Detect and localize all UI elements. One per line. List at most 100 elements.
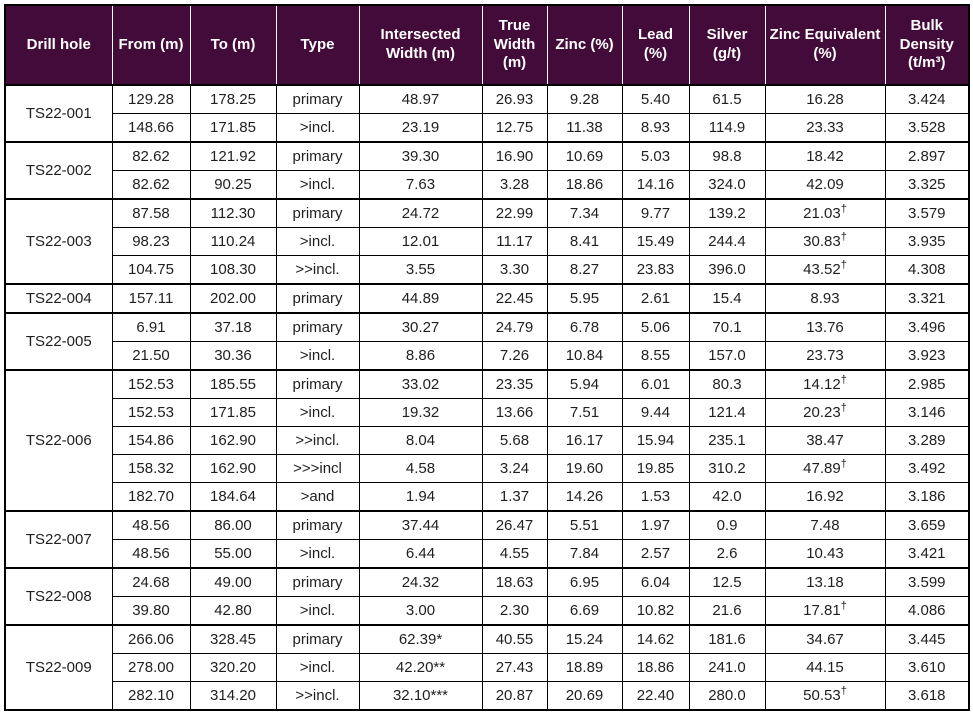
cell-zinc_equivalent: 13.18 [764, 567, 886, 597]
zinc-equivalent-value: 23.73 [806, 347, 844, 364]
cell-zinc_equivalent: 8.93 [764, 283, 886, 314]
cell-true_width: 4.55 [481, 539, 548, 569]
cell-intersected_width: 3.55 [358, 255, 483, 285]
cell-silver: 396.0 [688, 255, 766, 285]
cell-from: 157.11 [111, 283, 191, 314]
cell-lead: 9.44 [621, 398, 690, 427]
column-header-8: Silver (g/t) [688, 4, 766, 86]
table-row: TS22-009 266.06 328.45 primary 62.39* 40.55 15… [4, 624, 970, 711]
table-header: Drill hole From (m) To (m) Type Intersected … [4, 4, 970, 86]
cell-type: >incl. [275, 227, 360, 256]
cell-zinc_equivalent: 17.81† [764, 596, 886, 626]
cell-from: 82.62 [111, 170, 191, 200]
cell-intersected_width: 44.89 [358, 283, 483, 314]
cell-intersected_width: 7.63 [358, 170, 483, 200]
table-row: 98.23 110.24 >incl. 12.01 11.17 8.41 15.49 244.… [5, 227, 970, 256]
drill-results-table: Drill hole From (m) To (m) Type Intersected … [4, 4, 970, 711]
dagger-note: † [840, 203, 847, 215]
cell-type: >and [275, 482, 360, 512]
zinc-equivalent-value: 10.43 [806, 545, 844, 562]
zinc-equivalent-value: 13.76 [806, 319, 844, 336]
cell-to: 42.80 [189, 596, 277, 626]
cell-to: 110.24 [189, 227, 277, 256]
cell-true_width: 40.55 [481, 624, 548, 654]
cell-lead: 15.49 [621, 227, 690, 256]
cell-type: primary [275, 198, 360, 228]
cell-zinc: 6.95 [546, 567, 623, 597]
cell-to: 171.85 [189, 398, 277, 427]
cell-from: 152.53 [111, 369, 191, 399]
cell-true_width: 13.66 [481, 398, 548, 427]
cell-true_width: 27.43 [481, 653, 548, 682]
cell-true_width: 26.93 [481, 84, 548, 114]
dagger-note: † [840, 374, 847, 386]
cell-type: primary [275, 510, 360, 540]
cell-true_width: 22.45 [481, 283, 548, 314]
cell-zinc_equivalent: 18.42 [764, 141, 886, 171]
cell-zinc: 5.51 [546, 510, 623, 540]
cell-to: 320.20 [189, 653, 277, 682]
cell-true_width: 3.24 [481, 454, 548, 483]
cell-lead: 15.94 [621, 426, 690, 455]
zinc-equivalent-value: 16.92 [806, 488, 844, 505]
cell-from: 278.00 [111, 653, 191, 682]
table-row: 182.70 184.64 >and 1.94 1.37 14.26 1.53 42.0 16.… [5, 482, 970, 512]
table-row: TS22-002 82.62 121.92 primary 39.30 16.90 10.6… [4, 141, 970, 200]
cell-to: 86.00 [189, 510, 277, 540]
cell-silver: 70.1 [688, 312, 766, 342]
column-header-1: From (m) [111, 4, 191, 86]
cell-bulk_density: 3.424 [884, 84, 970, 114]
table-row: 148.66 171.85 >incl. 23.19 12.75 11.38 8.93 114… [5, 113, 970, 143]
cell-silver: 61.5 [688, 84, 766, 114]
cell-zinc_equivalent: 43.52† [764, 255, 886, 285]
cell-type: primary [275, 567, 360, 597]
cell-zinc_equivalent: 14.12† [764, 369, 886, 399]
cell-silver: 235.1 [688, 426, 766, 455]
cell-lead: 22.40 [621, 681, 690, 711]
cell-bulk_density: 4.086 [884, 596, 970, 626]
cell-lead: 10.82 [621, 596, 690, 626]
cell-zinc: 11.38 [546, 113, 623, 143]
cell-from: 21.50 [111, 341, 191, 371]
cell-from: 24.68 [111, 567, 191, 597]
zinc-equivalent-value: 16.28 [806, 91, 844, 108]
zinc-equivalent-value: 8.93 [810, 290, 840, 307]
drill-hole-id: TS22-007 [4, 510, 113, 569]
cell-from: 87.58 [111, 198, 191, 228]
cell-true_width: 18.63 [481, 567, 548, 597]
cell-true_width: 26.47 [481, 510, 548, 540]
cell-zinc_equivalent: 16.92 [764, 482, 886, 512]
cell-from: 154.86 [111, 426, 191, 455]
cell-type: >incl. [275, 113, 360, 143]
cell-zinc: 6.78 [546, 312, 623, 342]
cell-zinc_equivalent: 23.73 [764, 341, 886, 371]
cell-type: >incl. [275, 596, 360, 626]
cell-type: primary [275, 312, 360, 342]
cell-zinc: 14.26 [546, 482, 623, 512]
cell-silver: 114.9 [688, 113, 766, 143]
cell-zinc_equivalent: 13.76 [764, 312, 886, 342]
cell-true_width: 1.37 [481, 482, 548, 512]
table-row: TS22-007 48.56 86.00 primary 37.44 26.47 5.51 1… [4, 510, 970, 569]
cell-to: 162.90 [189, 426, 277, 455]
cell-lead: 5.03 [621, 141, 690, 171]
cell-zinc_equivalent: 7.48 [764, 510, 886, 540]
cell-intersected_width: 6.44 [358, 539, 483, 569]
cell-type: primary [275, 84, 360, 114]
cell-zinc: 16.17 [546, 426, 623, 455]
cell-silver: 42.0 [688, 482, 766, 512]
column-header-4: Intersected Width (m) [358, 4, 483, 86]
table-row: TS22-003 87.58 112.30 primary 24.72 22.99 7.34… [4, 198, 970, 285]
table-row: 104.75 108.30 >>incl. 3.55 3.30 8.27 23.83 396.… [5, 255, 970, 285]
zinc-equivalent-value: 42.09 [806, 176, 844, 193]
column-header-5: True Width (m) [481, 4, 548, 86]
column-header-10: Bulk Density (t/m³) [884, 4, 970, 86]
cell-zinc: 18.86 [546, 170, 623, 200]
zinc-equivalent-value: 7.48 [810, 517, 840, 534]
cell-to: 314.20 [189, 681, 277, 711]
cell-true_width: 3.28 [481, 170, 548, 200]
cell-to: 30.36 [189, 341, 277, 371]
cell-intersected_width: 62.39* [358, 624, 483, 654]
zinc-equivalent-value: 21.03 [803, 205, 841, 222]
cell-intersected_width: 48.97 [358, 84, 483, 114]
